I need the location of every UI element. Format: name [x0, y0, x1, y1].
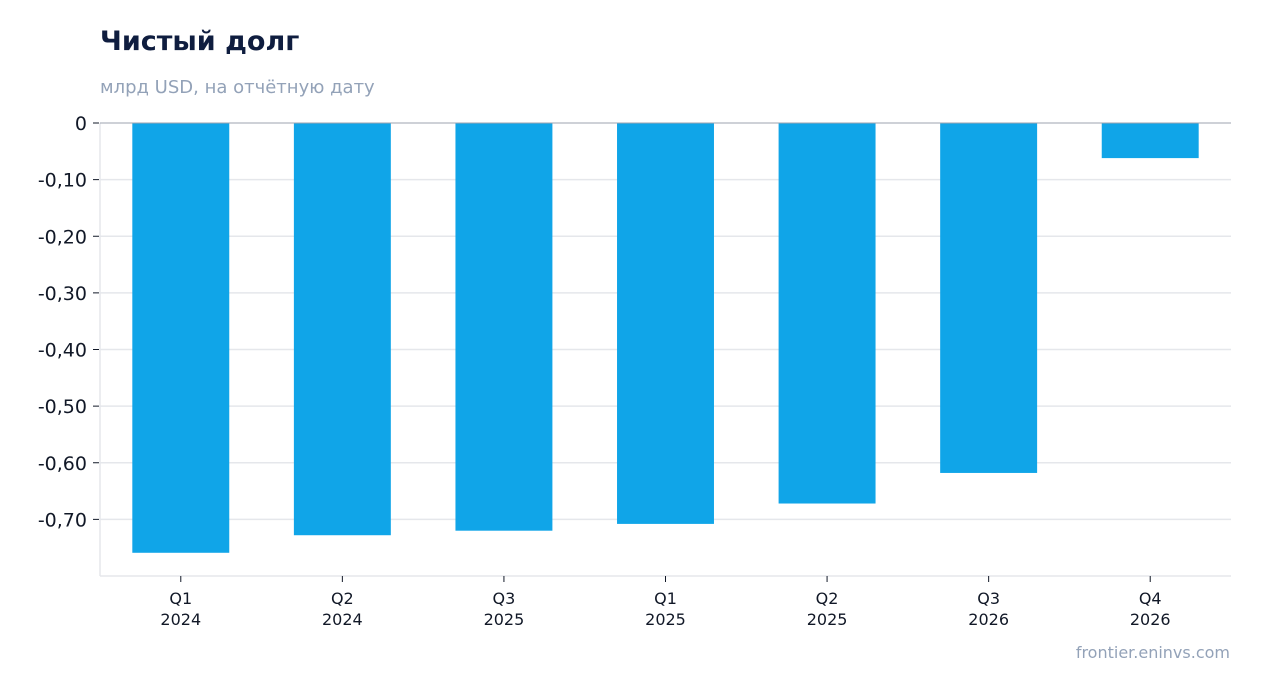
y-tick-label: -0,20 [38, 226, 87, 248]
x-tick-label-year: 2026 [1130, 610, 1171, 629]
bar[interactable] [1101, 123, 1199, 159]
y-tick-label: -0,30 [38, 283, 87, 305]
x-tick-label-quarter: Q1 [169, 589, 192, 608]
x-tick-label-quarter: Q1 [654, 589, 677, 608]
x-tick-label-year: 2026 [968, 610, 1009, 629]
y-tick-label: -0,70 [38, 509, 87, 531]
bar[interactable] [778, 123, 876, 504]
x-tick-label-year: 2024 [322, 610, 363, 629]
bar[interactable] [293, 123, 391, 536]
tick-labels: 0 -0,10 -0,20 -0,30 -0,40 -0,50 -0,60 -0,70 Q1 20… [38, 113, 1171, 629]
chart-title: Чистый долг [100, 26, 300, 57]
x-tick-label-quarter: Q2 [816, 589, 839, 608]
x-tick-label-year: 2024 [160, 610, 201, 629]
x-tick-label-year: 2025 [807, 610, 848, 629]
y-tick-label: -0,50 [38, 396, 87, 418]
x-tick-label-quarter: Q4 [1139, 589, 1162, 608]
source-link[interactable]: frontier.eninvs.com [1075, 643, 1230, 662]
y-tick-label: -0,60 [38, 453, 87, 475]
x-tick-label-quarter: Q3 [977, 589, 1000, 608]
x-tick-label-year: 2025 [645, 610, 686, 629]
x-tick-label-quarter: Q2 [331, 589, 354, 608]
bar[interactable] [132, 123, 230, 553]
chart-subtitle: млрд USD, на отчётную дату [100, 77, 375, 98]
axes [93, 122, 1231, 582]
y-tick-label: -0,10 [38, 170, 87, 192]
x-tick-label-year: 2025 [484, 610, 525, 629]
x-tick-label-quarter: Q3 [493, 589, 516, 608]
y-tick-label: -0,40 [38, 340, 87, 362]
bar[interactable] [940, 123, 1038, 473]
bar[interactable] [617, 123, 714, 524]
bars [132, 123, 1199, 553]
bar[interactable] [455, 123, 553, 531]
y-tick-label: 0 [75, 113, 87, 135]
